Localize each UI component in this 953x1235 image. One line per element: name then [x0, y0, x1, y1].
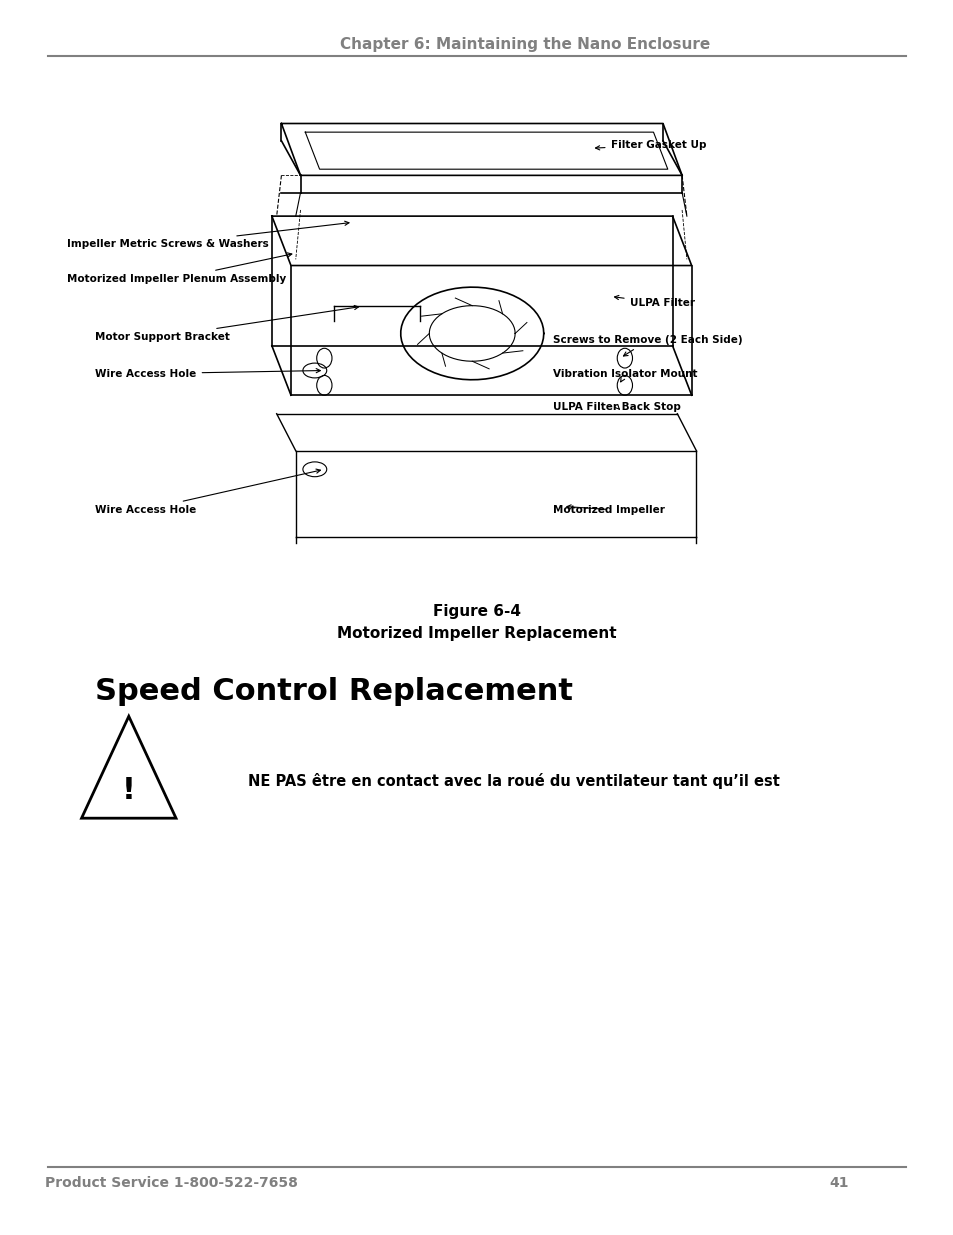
Text: Screws to Remove (2 Each Side): Screws to Remove (2 Each Side): [553, 336, 742, 356]
Text: Chapter 6: Maintaining the Nano Enclosure: Chapter 6: Maintaining the Nano Enclosur…: [339, 37, 709, 52]
Text: Speed Control Replacement: Speed Control Replacement: [95, 677, 573, 706]
Text: Motorized Impeller: Motorized Impeller: [553, 505, 664, 515]
Text: ULPA Filter: ULPA Filter: [614, 295, 694, 309]
Text: Motorized Impeller Replacement: Motorized Impeller Replacement: [336, 626, 617, 641]
Text: Figure 6-4: Figure 6-4: [433, 604, 520, 619]
Text: NE PAS être en contact avec la roué du ventilateur tant qu’il est: NE PAS être en contact avec la roué du v…: [248, 773, 780, 788]
Text: !: !: [122, 776, 135, 805]
Text: Motor Support Bracket: Motor Support Bracket: [95, 305, 358, 342]
Text: 41: 41: [829, 1176, 848, 1191]
Text: Filter Gasket Up: Filter Gasket Up: [595, 141, 705, 151]
Text: Wire Access Hole: Wire Access Hole: [95, 368, 320, 379]
Text: Motorized Impeller Plenum Assembly: Motorized Impeller Plenum Assembly: [67, 253, 292, 284]
Text: Impeller Metric Screws & Washers: Impeller Metric Screws & Washers: [67, 221, 349, 249]
Text: Vibration Isolator Mount: Vibration Isolator Mount: [553, 369, 697, 382]
Text: ULPA Filter Back Stop: ULPA Filter Back Stop: [553, 403, 680, 412]
Text: Wire Access Hole: Wire Access Hole: [95, 469, 320, 515]
Text: Product Service 1-800-522-7658: Product Service 1-800-522-7658: [45, 1176, 298, 1191]
